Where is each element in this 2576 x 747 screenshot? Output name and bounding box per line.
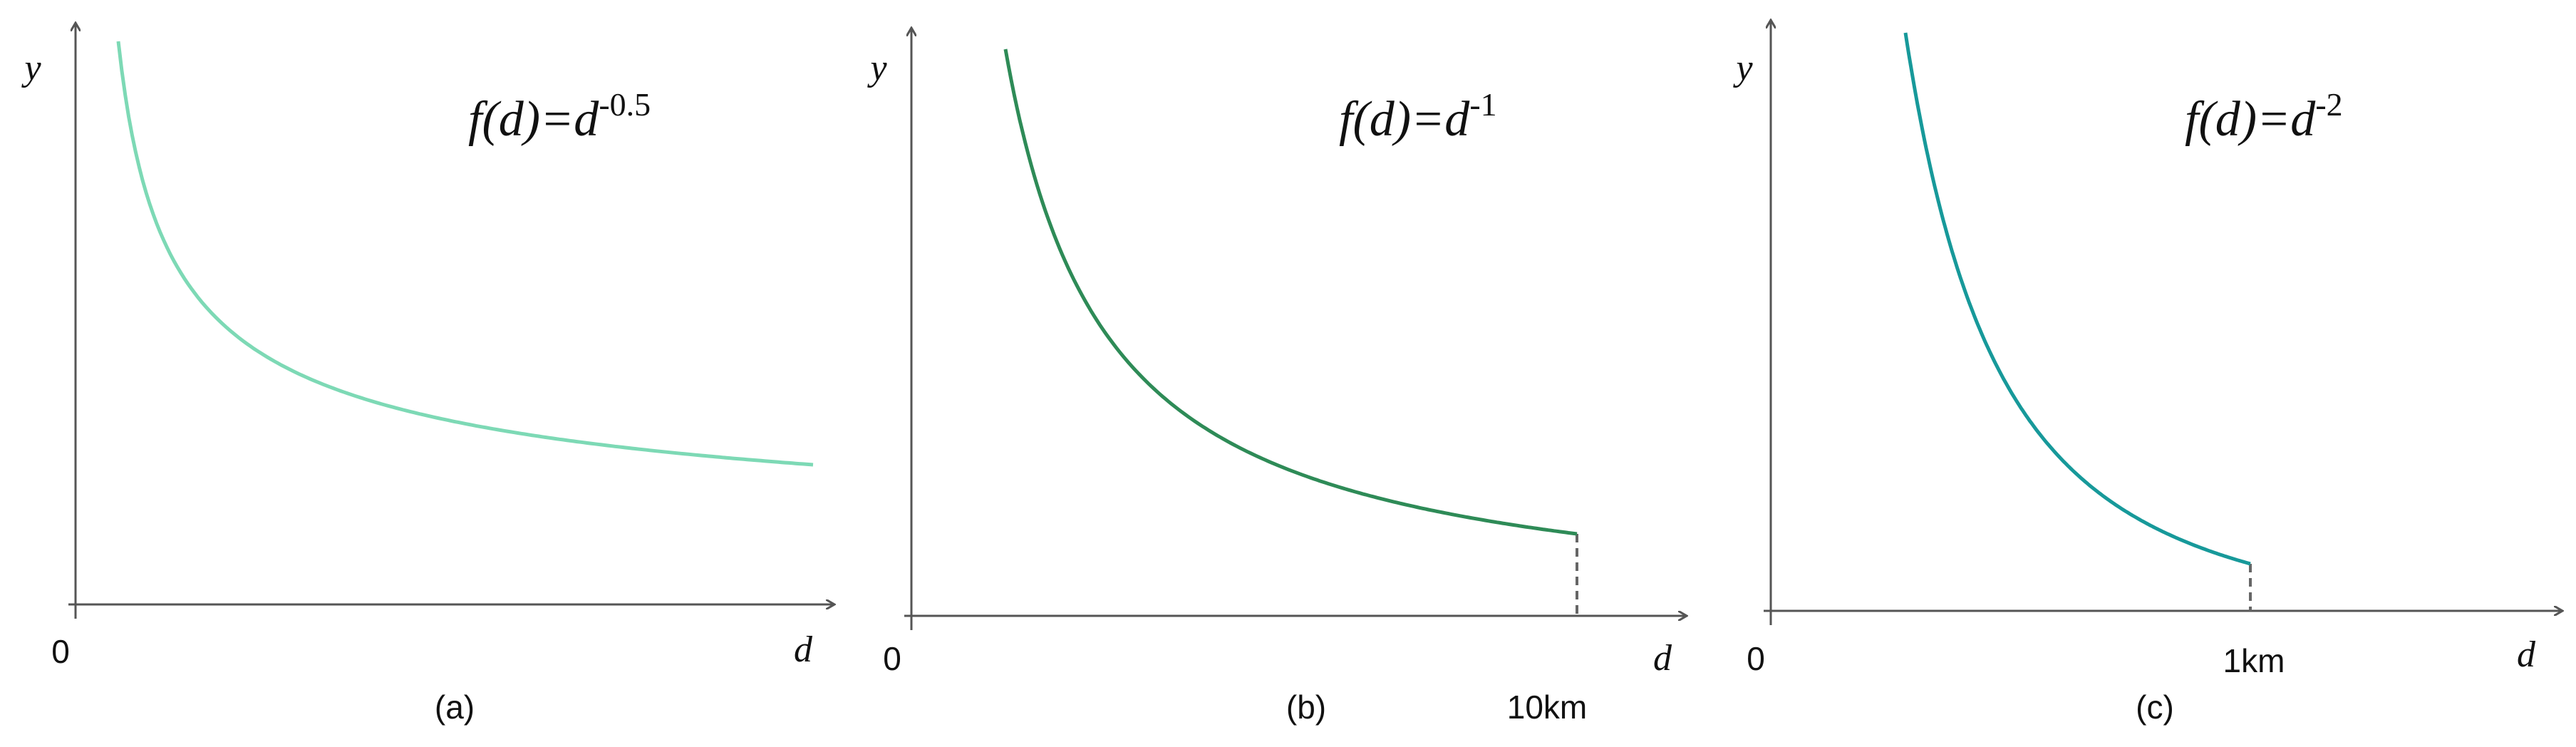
x-axis-label: d — [2517, 634, 2536, 675]
panel-label: (b) — [1286, 689, 1326, 726]
x-axis-label: d — [1653, 638, 1672, 679]
formula-base: f(d)=d — [1339, 92, 1470, 147]
origin-label: 0 — [883, 640, 901, 677]
y-axis-label: y — [21, 48, 41, 88]
formula-exponent: -2 — [2315, 86, 2342, 123]
distance-label: 10km — [1507, 689, 1587, 726]
formula-base: f(d)=d — [468, 92, 599, 147]
decay-curve — [1003, 48, 1578, 536]
origin-label: 0 — [51, 633, 70, 670]
formula: f(d)=d-2 — [2185, 86, 2343, 147]
panel-label: (c) — [2136, 689, 2174, 726]
distance-label: 1km — [2223, 642, 2285, 679]
decay-curve — [1903, 32, 2251, 566]
formula-exponent: -0.5 — [599, 86, 651, 123]
formula: f(d)=d-0.5 — [468, 86, 651, 147]
formula-exponent: -1 — [1469, 86, 1496, 123]
y-axis-label: y — [867, 48, 887, 88]
decay-curve — [116, 41, 814, 467]
origin-label: 0 — [1747, 640, 1765, 677]
formula-base: f(d)=d — [2185, 92, 2316, 147]
y-axis-label: y — [1732, 48, 1753, 88]
formula: f(d)=d-1 — [1339, 86, 1497, 147]
panel-label: (a) — [435, 689, 475, 726]
x-axis-label: d — [794, 629, 813, 670]
